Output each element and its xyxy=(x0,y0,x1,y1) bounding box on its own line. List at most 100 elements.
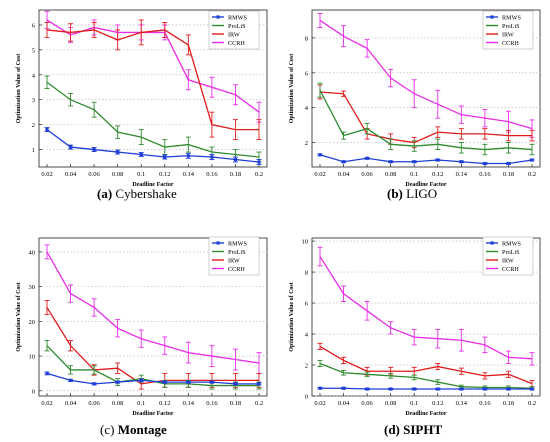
data-point xyxy=(257,160,261,164)
series-rmws xyxy=(44,371,262,386)
series-line-irw xyxy=(46,29,259,131)
legend-label-ccrh: CCRH xyxy=(228,40,245,47)
y-tick-label: 6 xyxy=(305,301,309,308)
x-tick-label: 0.04 xyxy=(65,400,77,407)
x-tick-label: 0.16 xyxy=(479,400,491,407)
data-point xyxy=(163,155,167,159)
y-tick-label: 8 xyxy=(305,270,308,277)
series-line-irw xyxy=(319,91,532,144)
caption-b-letter: (b) xyxy=(387,186,403,201)
data-point xyxy=(45,128,49,132)
series-line-prolis xyxy=(319,362,533,389)
x-tick-label: 0.1 xyxy=(410,400,418,407)
series-line-ccrh xyxy=(46,251,260,364)
series-line-rmws xyxy=(46,129,260,163)
y-tick-label: 8 xyxy=(305,35,308,42)
data-point xyxy=(233,382,238,386)
legend-marker xyxy=(490,15,494,19)
data-point xyxy=(459,160,463,164)
y-tick-label: 1 xyxy=(32,147,35,154)
legend-label-irw: IRW xyxy=(502,257,514,264)
data-point xyxy=(257,382,261,386)
series-prolis xyxy=(317,82,535,156)
data-point xyxy=(530,158,534,162)
x-tick-label: 0.2 xyxy=(528,171,536,178)
series-line-rmws xyxy=(46,372,259,385)
x-tick-label: 0.08 xyxy=(385,400,396,407)
data-point xyxy=(233,157,238,162)
y-tick-label: 4 xyxy=(32,72,36,79)
x-tick-label: 0.04 xyxy=(65,171,77,178)
x-tick-label: 0.08 xyxy=(112,171,123,178)
caption-c-letter: (c) xyxy=(100,422,115,437)
caption-d: (d) SIPHT xyxy=(384,422,442,438)
caption-a-text: Cybershake xyxy=(115,186,177,201)
x-tick-label: 0.18 xyxy=(503,171,514,178)
legend-marker xyxy=(216,15,220,19)
series-line-prolis xyxy=(46,81,260,158)
data-point xyxy=(318,386,322,390)
series-line-rmws xyxy=(320,387,532,390)
x-tick-label: 0.1 xyxy=(410,171,418,178)
x-tick-label: 0.08 xyxy=(112,400,123,407)
data-point xyxy=(341,160,346,164)
series-prolis xyxy=(44,75,262,163)
x-tick-label: 0.02 xyxy=(314,171,325,178)
x-axis-label: Deadline Factor xyxy=(405,411,446,417)
y-axis-label: Optimization Value of Cost xyxy=(16,54,22,124)
legend-label-irw: IRW xyxy=(502,31,514,38)
legend-label-prolis: ProLiS xyxy=(228,249,246,256)
series-rmws xyxy=(317,153,535,166)
data-point xyxy=(459,387,463,391)
y-tick-label: 20 xyxy=(29,319,36,326)
series-irw xyxy=(317,342,535,388)
series-line-irw xyxy=(46,307,259,385)
x-tick-label: 0.18 xyxy=(503,400,514,407)
x-tick-label: 0.14 xyxy=(456,171,468,178)
y-axis-label: Optimization Value of Cost xyxy=(289,54,295,124)
data-point xyxy=(412,160,416,164)
x-tick-label: 0.16 xyxy=(206,171,218,178)
y-tick-label: 0 xyxy=(32,388,35,395)
legend-marker xyxy=(490,241,494,245)
x-tick-label: 0.1 xyxy=(137,400,145,407)
data-point xyxy=(506,387,511,391)
caption-d-letter: (d) xyxy=(384,422,400,437)
series-line-irw xyxy=(319,345,533,385)
data-point xyxy=(483,161,487,166)
y-axis-label: Optimization Value of Cost xyxy=(289,282,295,352)
x-tick-label: 0.1 xyxy=(137,171,145,178)
data-point xyxy=(436,158,440,162)
data-point xyxy=(186,154,190,158)
caption-a: (a) Cybershake xyxy=(97,186,177,202)
legend-marker xyxy=(216,241,220,245)
plot-frame xyxy=(38,237,268,397)
x-tick-label: 0.12 xyxy=(159,400,170,407)
data-point xyxy=(186,380,190,384)
x-tick-label: 0.14 xyxy=(183,171,195,178)
series-line-prolis xyxy=(319,89,533,151)
x-tick-label: 0.06 xyxy=(88,171,100,178)
series-line-ccrh xyxy=(319,19,533,130)
series-ccrh xyxy=(44,244,262,374)
data-point xyxy=(530,387,534,391)
y-tick-label: 3 xyxy=(32,97,35,104)
legend-label-irw: IRW xyxy=(228,31,240,38)
data-point xyxy=(68,145,73,149)
y-tick-label: 4 xyxy=(305,332,309,339)
data-point xyxy=(163,380,167,384)
y-tick-label: 6 xyxy=(305,70,309,77)
data-point xyxy=(139,378,143,382)
data-point xyxy=(318,153,322,157)
data-point xyxy=(436,387,440,391)
caption-d-text: SIPHT xyxy=(403,422,443,437)
chart-panel-2: 0 10 20 30 40 0.02 0.04 0.06 0.08 0.1 0.12 0.14 0.16… xyxy=(16,236,268,417)
data-point xyxy=(210,155,214,159)
data-point xyxy=(116,380,120,384)
y-tick-label: 5 xyxy=(32,47,35,54)
y-tick-label: 10 xyxy=(302,239,309,246)
